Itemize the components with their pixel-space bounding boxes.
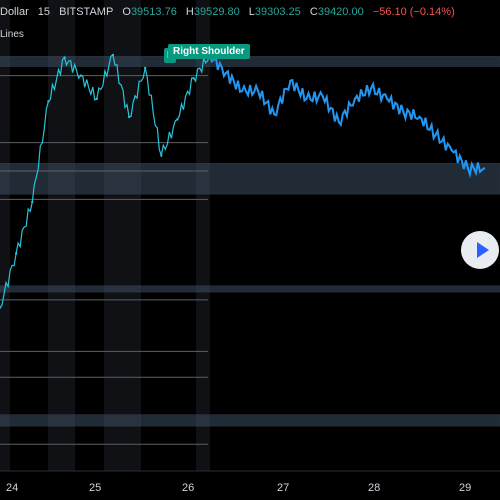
price-point (14, 252, 18, 255)
price-change: −56.10 (−0.14%) (372, 6, 455, 18)
price-point (111, 53, 115, 57)
price-point (240, 89, 244, 93)
price-point (450, 149, 453, 152)
exchange: BITSTAMP (59, 6, 114, 18)
ohlc-low: L39303.25 (248, 6, 301, 18)
price-point (160, 154, 163, 157)
price-point (79, 74, 82, 77)
session-band (104, 0, 141, 471)
price-point (369, 87, 373, 90)
indicator-label[interactable]: Lines (0, 29, 24, 40)
session-band (48, 0, 75, 471)
ohlc-open: O39513.76 (122, 6, 177, 18)
x-tick-label: 26 (182, 482, 195, 494)
price-point (386, 97, 389, 101)
price-point (434, 133, 437, 137)
price-point (482, 167, 486, 170)
x-tick-label: 29 (459, 482, 472, 494)
price-point (47, 100, 50, 103)
price-point (0, 306, 2, 309)
play-icon (477, 242, 489, 258)
price-point (418, 115, 421, 119)
price-point (127, 115, 131, 119)
symbol-name[interactable]: Dollar (0, 6, 29, 18)
zone-box (0, 163, 500, 195)
price-line (0, 54, 211, 308)
price-point (176, 118, 179, 121)
price-point (353, 97, 357, 101)
ohlc-high: H39529.80 (185, 6, 240, 18)
price-point (144, 66, 147, 70)
price-point (192, 76, 195, 80)
zone-box (0, 285, 500, 293)
price-line (208, 54, 485, 179)
right-shoulder-label[interactable]: Right Shoulder (168, 44, 250, 59)
x-tick-label: 27 (277, 482, 290, 494)
ohlc-close: C39420.00 (309, 6, 364, 18)
x-tick-label: 28 (368, 482, 381, 494)
session-band (196, 0, 210, 471)
price-point (224, 71, 228, 75)
support-resistance-zones (0, 56, 500, 427)
interval[interactable]: 15 (37, 6, 51, 18)
price-point (337, 120, 340, 124)
price-series (0, 53, 486, 309)
symbol-header: Dollar 15 BITSTAMP O39513.76 H39529.80 L… (0, 6, 461, 22)
replay-play-button[interactable] (461, 231, 499, 269)
price-point (305, 97, 308, 101)
zone-box (0, 56, 500, 67)
price-point (256, 89, 260, 93)
zone-box (0, 414, 500, 427)
price-point (95, 97, 99, 101)
price-point (321, 95, 324, 98)
x-tick-label: 25 (89, 482, 102, 494)
price-point (402, 110, 405, 113)
price-point (31, 200, 34, 204)
price-point (273, 113, 276, 116)
session-bands (0, 0, 210, 471)
price-point (289, 79, 292, 82)
session-band (0, 0, 10, 471)
price-point (466, 167, 470, 170)
x-tick-label: 24 (6, 482, 19, 494)
price-point (63, 56, 66, 59)
horizontal-levels (0, 75, 208, 445)
